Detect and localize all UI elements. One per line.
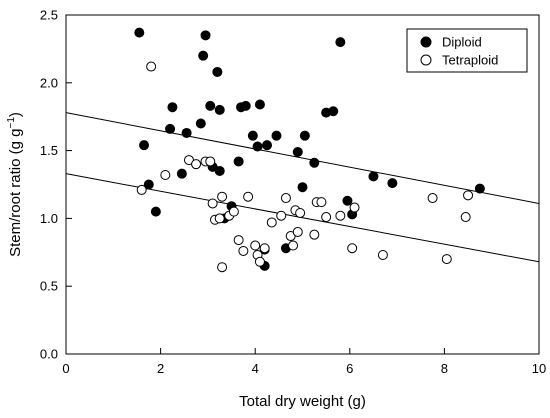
point-tetraploid-27 <box>292 226 303 237</box>
point-tetraploid-14 <box>233 235 244 246</box>
y-tick-label-5: 2.5 <box>40 8 58 23</box>
point-diploid-3 <box>150 206 161 217</box>
point-tetraploid-40 <box>463 190 474 201</box>
point-tetraploid-39 <box>460 212 471 223</box>
legend-label-diploid: Diploid <box>442 35 482 50</box>
legend: Diploid Tetraploid <box>406 28 528 73</box>
point-diploid-8 <box>195 118 206 129</box>
point-diploid-22 <box>252 141 263 152</box>
point-diploid-14 <box>214 104 225 115</box>
point-tetraploid-15 <box>238 245 249 256</box>
point-diploid-15 <box>214 165 225 176</box>
point-diploid-2 <box>143 179 154 190</box>
point-diploid-1 <box>139 140 150 151</box>
point-tetraploid-25 <box>288 240 299 251</box>
point-tetraploid-19 <box>254 256 265 267</box>
point-diploid-31 <box>299 130 310 141</box>
x-axis: 0 2 4 6 8 10 <box>62 348 546 376</box>
point-diploid-13 <box>212 66 223 77</box>
point-tetraploid-31 <box>316 197 327 208</box>
point-diploid-6 <box>176 168 187 179</box>
point-tetraploid-7 <box>207 198 218 209</box>
point-diploid-20 <box>240 100 251 111</box>
point-tetraploid-33 <box>335 210 346 221</box>
y-tick-label-4: 2.0 <box>40 75 58 90</box>
x-tick-label-0: 0 <box>62 361 69 376</box>
point-tetraploid-32 <box>321 212 332 223</box>
point-diploid-39 <box>387 178 398 189</box>
y-axis: 0.0 0.5 1.0 1.5 2.0 2.5 <box>40 8 72 362</box>
point-diploid-23 <box>254 99 265 110</box>
point-tetraploid-22 <box>276 210 287 221</box>
data-points <box>134 27 485 273</box>
x-tick-label-5: 10 <box>532 361 546 376</box>
point-tetraploid-28 <box>295 207 306 218</box>
legend-marker-tetraploid <box>420 54 432 66</box>
plot-border <box>65 14 540 355</box>
y-axis-title: Stem/root ratio (g g−1) <box>6 112 24 257</box>
point-diploid-0 <box>134 27 145 38</box>
point-diploid-27 <box>271 130 282 141</box>
point-tetraploid-35 <box>349 202 360 213</box>
point-tetraploid-20 <box>259 243 270 254</box>
point-tetraploid-38 <box>441 254 452 265</box>
point-diploid-11 <box>205 100 216 111</box>
point-diploid-9 <box>198 50 209 61</box>
y-axis-title-close: ) <box>7 112 24 117</box>
y-axis-title-main: Stem/root ratio (g g <box>7 129 24 257</box>
point-tetraploid-4 <box>191 159 202 170</box>
point-tetraploid-0 <box>136 184 147 195</box>
point-tetraploid-2 <box>160 170 171 181</box>
y-tick-label-3: 1.5 <box>40 143 58 158</box>
point-tetraploid-23 <box>280 193 291 204</box>
point-tetraploid-37 <box>427 193 438 204</box>
point-diploid-38 <box>368 171 379 182</box>
point-diploid-29 <box>292 146 303 157</box>
point-tetraploid-6 <box>205 156 216 167</box>
x-tick-label-2: 4 <box>252 361 259 376</box>
x-axis-title: Total dry weight (g) <box>239 393 366 410</box>
point-diploid-35 <box>335 37 346 48</box>
x-tick-label-4: 8 <box>441 361 448 376</box>
point-diploid-26 <box>262 140 273 151</box>
point-diploid-34 <box>328 106 339 117</box>
point-diploid-21 <box>247 130 258 141</box>
point-tetraploid-36 <box>377 250 388 261</box>
point-diploid-7 <box>181 127 192 138</box>
point-diploid-4 <box>165 123 176 134</box>
point-tetraploid-9 <box>214 213 225 224</box>
point-diploid-30 <box>297 182 308 193</box>
y-tick-label-1: 0.5 <box>40 279 58 294</box>
point-tetraploid-21 <box>266 217 277 228</box>
point-diploid-10 <box>200 30 211 41</box>
legend-marker-diploid <box>420 36 432 48</box>
point-tetraploid-1 <box>146 61 157 72</box>
legend-label-tetraploid: Tetraploid <box>442 53 498 68</box>
point-diploid-32 <box>309 157 320 168</box>
point-tetraploid-13 <box>228 206 239 217</box>
y-tick-label-2: 1.0 <box>40 211 58 226</box>
point-diploid-18 <box>233 156 244 167</box>
y-tick-label-0: 0.0 <box>40 347 58 362</box>
point-diploid-36 <box>342 195 353 206</box>
y-axis-title-superscript: −1 <box>6 117 17 129</box>
x-tick-label-3: 6 <box>346 361 353 376</box>
plot-frame <box>65 14 540 355</box>
point-tetraploid-17 <box>250 240 261 251</box>
point-diploid-5 <box>167 102 178 113</box>
point-tetraploid-10 <box>217 262 228 273</box>
regression-line-0 <box>65 112 540 204</box>
x-tick-label-1: 2 <box>157 361 164 376</box>
point-tetraploid-34 <box>347 243 358 254</box>
point-tetraploid-29 <box>309 229 320 240</box>
point-tetraploid-16 <box>243 191 254 202</box>
point-tetraploid-11 <box>217 191 228 202</box>
point-diploid-40 <box>474 183 485 194</box>
